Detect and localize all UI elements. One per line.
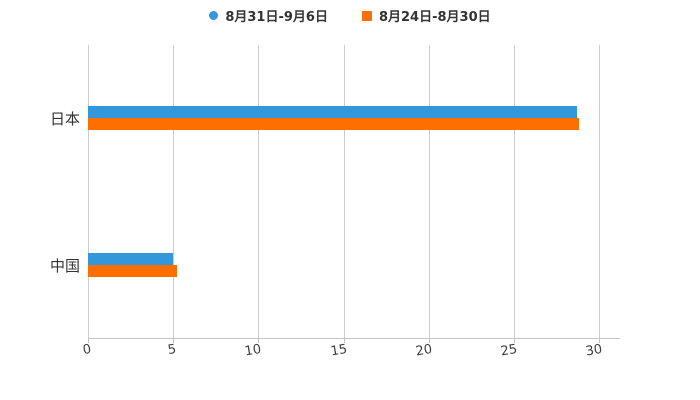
x-tick-label-5: 5 [166,342,178,359]
legend-square-marker-icon [361,10,372,21]
gridline-x-20 [429,45,430,338]
x-tick-label-20: 20 [414,342,434,360]
axis-tick-x-20 [429,338,430,343]
legend-label-week-previous: 8月24日-8月30日 [378,10,491,25]
gridline-x-0 [88,45,89,338]
axis-tick-x-25 [514,338,515,343]
legend-label-week-current: 8月31日-9月6日 [225,10,328,25]
bar-日本-series-1[interactable] [88,118,579,130]
x-tick-label-0: 0 [81,342,93,359]
bar-中国-series-1[interactable] [88,265,177,277]
bar-日本-series-0[interactable] [88,106,577,118]
legend-circle-marker-icon [209,11,219,20]
gridline-x-15 [344,45,345,338]
axis-tick-x-10 [258,338,259,343]
legend-item-week-current[interactable]: 8月31日-9月6日 [209,6,328,25]
x-tick-label-15: 15 [329,342,349,360]
legend-item-week-previous[interactable]: 8月24日-8月30日 [361,6,491,25]
axis-tick-x-5 [173,338,174,343]
gridline-x-5 [173,45,174,338]
gridline-x-25 [514,45,515,338]
axis-tick-x-30 [599,338,600,343]
axis-tick-x-0 [88,338,89,343]
gridline-x-10 [258,45,259,338]
axis-tick-x-15 [344,338,345,343]
category-label-中国: 中国 [49,257,80,275]
x-tick-label-10: 10 [243,342,263,360]
legend: 8月31日-9月6日 8月24日-8月30日 [0,6,700,25]
x-tick-label-30: 30 [584,342,604,360]
gridline-x-30 [599,45,600,338]
plot-area: 0 5 10 15 20 25 30 [82,45,620,359]
category-label-日本: 日本 [49,110,80,128]
x-tick-label-25: 25 [499,342,519,360]
bar-中国-series-0[interactable] [88,253,173,265]
